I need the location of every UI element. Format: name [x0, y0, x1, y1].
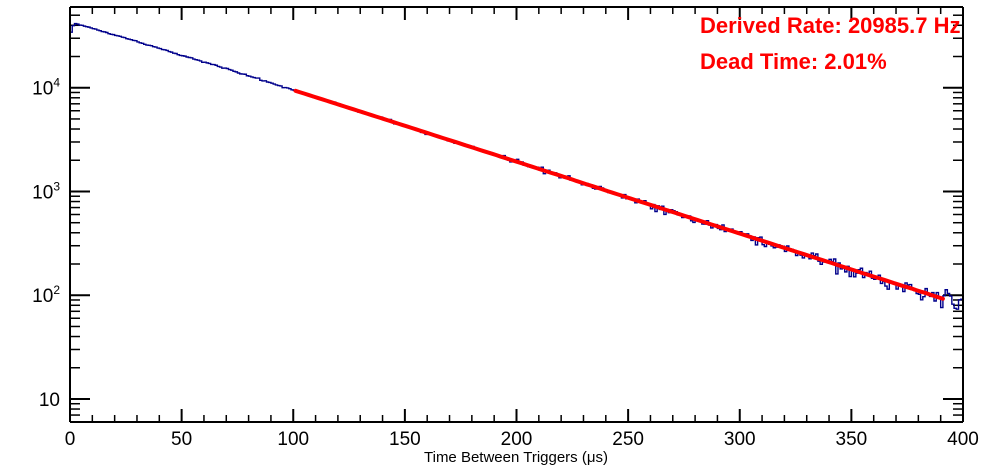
x-tick-label: 150: [389, 429, 421, 450]
x-tick-label: 250: [612, 429, 644, 450]
x-axis-title: Time Between Triggers (μs): [424, 449, 608, 466]
y-axis-ticks: [70, 6, 963, 423]
x-axis-tick-labels: 0 50 100 150 200 250 300 350 400: [65, 429, 979, 450]
derived-rate-annotation: Derived Rate: 20985.7 Hz: [700, 13, 960, 38]
x-tick-label: 200: [501, 429, 533, 450]
x-tick-label: 400: [947, 429, 979, 450]
fit-line-series: [293, 88, 945, 301]
dead-time-annotation: Dead Time: 2.01%: [700, 49, 887, 74]
x-axis-ticks: [69, 7, 964, 422]
x-tick-label: 0: [65, 429, 76, 450]
plot-frame: [69, 6, 964, 423]
fit-line-path: [293, 88, 945, 301]
y-tick-label: 10: [39, 390, 60, 411]
x-tick-label: 300: [724, 429, 756, 450]
x-tick-label: 100: [277, 429, 309, 450]
x-tick-label: 50: [171, 429, 192, 450]
x-tick-label: 350: [836, 429, 868, 450]
